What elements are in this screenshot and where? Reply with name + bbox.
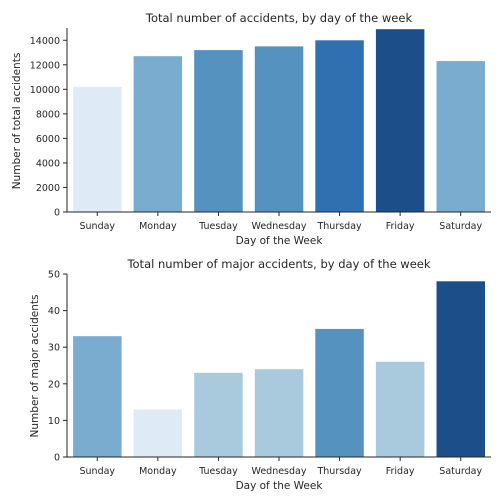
bar-wednesday [254, 369, 304, 457]
y-tick-label: 30 [48, 343, 60, 354]
bar-saturday [436, 61, 485, 212]
y-tick-label: 8000 [36, 109, 60, 120]
bar-monday [133, 409, 183, 457]
y-tick-label: 40 [48, 306, 60, 317]
y-axis-label: Number of total accidents [11, 53, 23, 190]
y-tick-label: 6000 [36, 134, 60, 145]
x-tick-label: Thursday [316, 221, 362, 232]
bars [73, 281, 485, 457]
y-tick-label: 0 [54, 208, 60, 219]
x-tick-label: Sunday [80, 221, 116, 232]
bar-sunday [73, 86, 122, 212]
y-tick-label: 10 [48, 416, 60, 427]
chart-major-accidents: Total number of major accidents, by day … [29, 257, 491, 492]
y-ticks: 0 2000 4000 6000 8000 10000 12000 14000 [30, 36, 67, 219]
chart-title: Total number of major accidents, by day … [126, 257, 430, 271]
bar-wednesday [254, 46, 304, 213]
x-tick-label: Monday [139, 466, 177, 477]
bar-thursday [315, 328, 364, 457]
y-tick-label: 50 [48, 270, 60, 281]
x-tick-label: Tuesday [198, 221, 238, 232]
y-ticks: 0 10 20 30 40 50 [48, 270, 67, 464]
bar-monday [133, 56, 183, 213]
bar-friday [375, 29, 425, 213]
y-axis-label: Number of major accidents [29, 295, 41, 438]
x-axis-label: Day of the Week [236, 480, 324, 492]
y-tick-label: 0 [54, 453, 60, 464]
bar-thursday [315, 40, 364, 212]
x-tick-label: Saturday [439, 221, 482, 232]
y-tick-label: 10000 [30, 85, 60, 96]
y-tick-label: 2000 [36, 183, 60, 194]
bars [73, 29, 485, 213]
bar-tuesday [194, 372, 243, 457]
x-tick-label: Friday [386, 221, 415, 232]
x-tick-label: Sunday [80, 466, 116, 477]
x-tick-label: Friday [386, 466, 415, 477]
y-tick-label: 4000 [36, 158, 60, 169]
chart-title: Total number of accidents, by day of the… [145, 11, 413, 25]
x-tick-label: Wednesday [251, 466, 306, 477]
bar-friday [375, 361, 425, 457]
bar-saturday [436, 281, 485, 457]
bar-sunday [73, 336, 122, 457]
x-tick-label: Thursday [316, 466, 362, 477]
bar-tuesday [194, 50, 243, 212]
chart-total-accidents: Total number of accidents, by day of the… [11, 11, 491, 247]
x-tick-label: Tuesday [198, 466, 238, 477]
y-tick-label: 14000 [30, 36, 60, 47]
x-tick-label: Wednesday [251, 221, 306, 232]
x-ticks: Sunday Monday Tuesday Wednesday Thursday Frid… [80, 457, 482, 477]
x-ticks: Sunday Monday Tuesday Wednesday Thursday Frid… [80, 212, 482, 232]
x-axis-label: Day of the Week [236, 235, 324, 247]
y-tick-label: 20 [48, 379, 60, 390]
x-tick-label: Saturday [439, 466, 482, 477]
y-tick-label: 12000 [30, 60, 60, 71]
x-tick-label: Monday [139, 221, 177, 232]
